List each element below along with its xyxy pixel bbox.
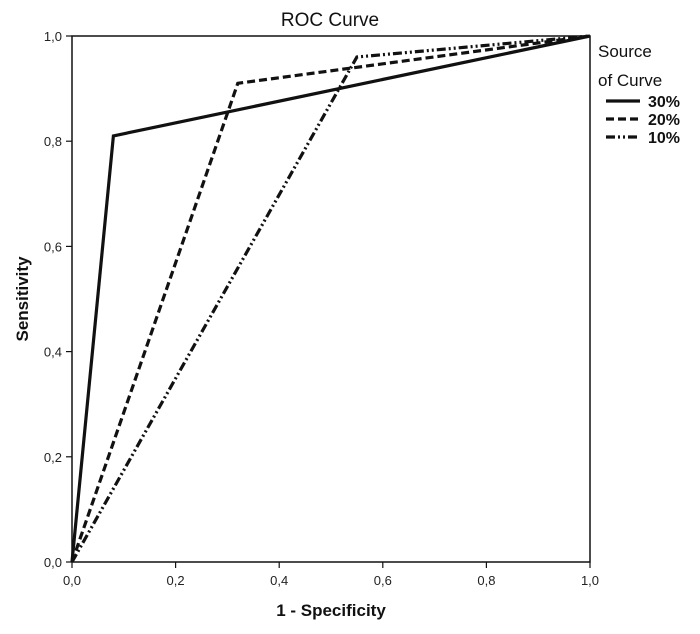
y-tick-label: 0,0 (44, 555, 62, 570)
y-tick-label: 0,8 (44, 134, 62, 149)
x-tick-label: 0,4 (270, 573, 288, 588)
y-tick-label: 1,0 (44, 29, 62, 44)
x-tick-label: 1,0 (581, 573, 599, 588)
x-axis-label: 1 - Specificity (276, 601, 386, 620)
plot-frame (71, 35, 591, 563)
legend-title-line2: of Curve (598, 71, 662, 90)
x-tick-label: 0,0 (63, 573, 81, 588)
chart-title: ROC Curve (281, 10, 379, 31)
axis-ticks: 0,0 0,2 0,4 0,6 0,8 1,0 0,0 0,2 0,4 0,6 0,8 1,0 (44, 29, 599, 588)
y-axis-label: Sensitivity (13, 256, 32, 342)
y-tick-label: 0,2 (44, 450, 62, 465)
y-tick-label: 0,4 (44, 345, 62, 360)
series-lines (70, 34, 591, 563)
y-tick-label: 0,6 (44, 239, 62, 254)
series-line-3 (70, 34, 591, 563)
series-line-2 (70, 34, 591, 563)
series-line-1 (70, 34, 591, 563)
legend-title-line1: Source (598, 42, 652, 61)
x-tick-label: 0,6 (374, 573, 392, 588)
legend: Source of Curve 30%20%10% (598, 42, 680, 147)
legend-label-2: 20% (648, 112, 680, 129)
x-tick-label: 0,2 (167, 573, 185, 588)
legend-label-1: 30% (648, 94, 680, 111)
x-tick-label: 0,8 (477, 573, 495, 588)
legend-label-3: 10% (648, 130, 680, 147)
